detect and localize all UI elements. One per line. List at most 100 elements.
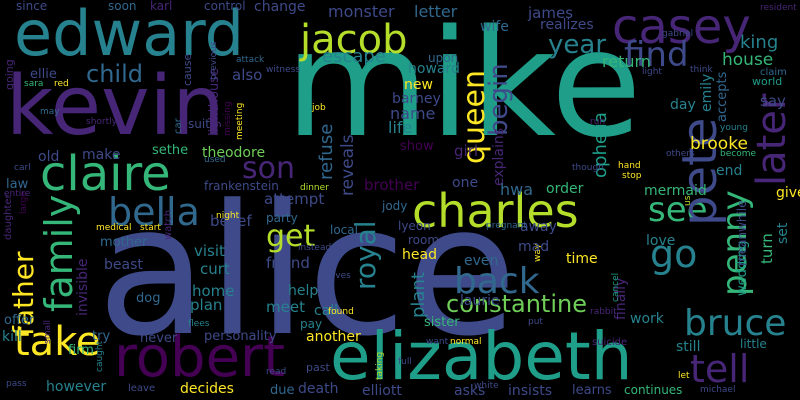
word-invisible: invisible <box>75 258 91 316</box>
word-head: head <box>402 247 437 263</box>
word-life: life <box>388 118 413 137</box>
word-firm: firm <box>68 343 94 358</box>
word-normal: normal <box>450 337 482 347</box>
word-give: give <box>776 185 800 201</box>
word-new: new <box>404 77 433 93</box>
word-show: show <box>400 139 434 154</box>
word-old: old <box>38 149 60 165</box>
word-brother: brother <box>364 176 420 194</box>
word-realizes: realizes <box>540 17 594 33</box>
word-instead: instead <box>298 243 332 253</box>
word-plan: plan <box>190 296 223 314</box>
word-may: may <box>40 107 60 117</box>
word-change: change <box>254 0 306 15</box>
word-light: light <box>642 67 662 77</box>
word-james: james <box>528 4 574 22</box>
word-witness: witness <box>266 65 301 75</box>
word-local: local <box>330 223 358 237</box>
word-let: let <box>678 371 690 381</box>
word-home: home <box>192 282 235 300</box>
word-tell: tell <box>690 347 750 391</box>
word-learns: learns <box>572 383 612 398</box>
word-want: want <box>426 337 449 347</box>
word-friend: friend <box>266 254 310 272</box>
word-return: return <box>602 52 651 71</box>
word-continues: continues <box>624 383 683 397</box>
word-room: room <box>408 233 440 247</box>
word-plant: plant <box>408 272 429 318</box>
word-letter: letter <box>414 2 458 21</box>
word-frankenstein: frankenstein <box>204 179 279 193</box>
word-michael: michael <box>700 385 736 395</box>
word-control: control <box>204 0 246 13</box>
word-order: order <box>546 181 584 197</box>
word-sister: sister <box>424 315 460 330</box>
word-run: run <box>590 117 606 127</box>
word-going: going <box>3 59 16 90</box>
word-jody: jody <box>382 199 408 213</box>
word-work: work <box>630 311 664 327</box>
word-day: day <box>670 97 696 113</box>
word-elliott: elliott <box>362 383 402 399</box>
word-one: one <box>452 175 479 191</box>
word-set: set <box>775 222 791 244</box>
word-flees: flees <box>188 319 210 329</box>
word-insists: insists <box>508 383 553 399</box>
word-make: make <box>82 147 121 163</box>
word-since: since <box>16 0 48 13</box>
word-white: white <box>474 381 499 391</box>
word-laurie: laurie <box>460 293 500 309</box>
word-lyeon: lyeon <box>398 219 431 233</box>
word-help: help <box>288 283 319 299</box>
word-personality: personality <box>204 329 277 344</box>
word-escape: escape <box>322 46 386 67</box>
word-red: red <box>54 79 69 89</box>
word-young: young <box>720 123 748 133</box>
word-bella: bella <box>108 190 200 234</box>
word-small: small <box>43 320 53 344</box>
word-even: even <box>464 253 499 269</box>
word-constantine: constantine <box>446 290 587 318</box>
word-see: see <box>648 190 708 230</box>
word-pass: pass <box>6 379 27 389</box>
word-sara: sara <box>24 79 44 89</box>
word-full: full <box>398 357 412 367</box>
word-resident: resident <box>760 3 797 13</box>
word-also: also <box>232 66 263 84</box>
word-brooke: brooke <box>690 134 748 154</box>
word-another: another <box>306 329 361 345</box>
word-girl: girl <box>454 142 479 160</box>
word-son: son <box>242 151 295 186</box>
word-others: others <box>666 149 695 159</box>
word-caught: caught <box>95 340 105 372</box>
word-mad: mad <box>518 239 550 255</box>
word-pregnant: pregnant <box>486 221 527 231</box>
word-love: love <box>646 233 676 249</box>
word-ellie: ellie <box>30 67 57 82</box>
word-pay: pay <box>300 317 323 331</box>
word-rabbit: rabbit <box>590 307 617 317</box>
word-become: become <box>720 149 757 159</box>
word-offer: offer <box>4 313 35 328</box>
word-leave: leave <box>128 383 156 394</box>
word-world: world <box>752 75 783 88</box>
word-gabriel: gabriel <box>662 29 694 39</box>
word-used: used <box>204 155 226 165</box>
word-meet: meet <box>266 298 305 316</box>
word-law: law <box>6 177 29 192</box>
word-sethe: sethe <box>152 143 189 158</box>
word-suicide-v: suicide <box>592 337 628 348</box>
word-away: away <box>520 219 557 235</box>
word-turn: turn <box>758 233 776 264</box>
word-read: read <box>266 367 287 377</box>
word-karl: karl <box>150 0 173 13</box>
word-suit: suit <box>188 117 210 131</box>
word-howard: howard <box>408 61 460 77</box>
word-alice: alice <box>97 167 518 376</box>
word-dog: dog <box>136 291 161 306</box>
word-attack: attack <box>236 55 265 65</box>
word-robert: robert <box>114 325 286 390</box>
word-jacob: jacob <box>300 17 408 63</box>
word-monster: monster <box>328 2 395 21</box>
